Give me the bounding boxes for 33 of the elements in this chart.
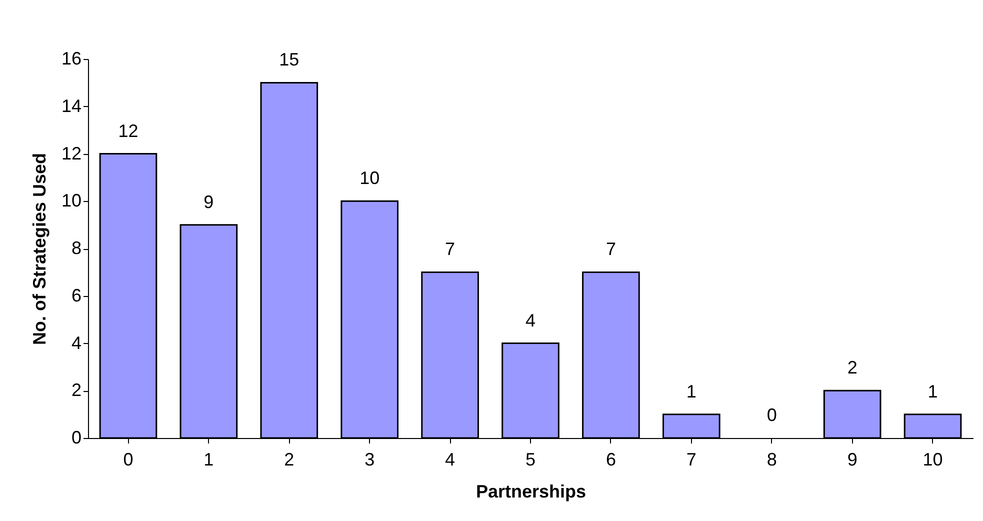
y-tick-label: 16 [61,48,82,68]
x-tick-label: 7 [686,450,696,470]
data-label: 12 [118,120,138,141]
y-tick-label: 0 [71,428,82,448]
data-label: 10 [360,168,380,188]
y-axis-title: No. of Strategies Used [29,152,50,346]
data-label: 9 [204,192,214,212]
data-label: 4 [525,310,536,330]
x-tick-label: 10 [922,450,943,470]
data-label: 7 [445,239,456,260]
data-label: 0 [766,405,777,425]
x-tick-label: 8 [766,450,777,470]
x-tick-label: 5 [525,450,536,470]
x-tick-label: 3 [364,450,375,470]
y-tick-label: 12 [61,143,82,164]
data-label: 7 [606,239,616,260]
y-tick-label: 10 [61,190,82,211]
y-tick-label: 14 [61,96,82,116]
y-tick-label: 8 [71,238,82,258]
y-tick-label: 2 [71,380,82,400]
x-tick-label: 4 [445,450,456,470]
data-label: 1 [928,381,938,402]
x-tick-label: 1 [204,450,214,470]
data-label: 15 [279,50,300,70]
y-tick-label: 4 [71,332,82,353]
x-tick-label: 6 [606,450,616,470]
x-tick-label: 2 [284,450,294,470]
x-tick-label: 0 [123,450,134,470]
data-label: 2 [847,358,858,378]
y-tick-label: 6 [71,285,82,306]
data-label: 1 [686,381,696,402]
x-tick-label: 9 [847,450,858,470]
x-axis-title: Partnerships [476,482,586,502]
